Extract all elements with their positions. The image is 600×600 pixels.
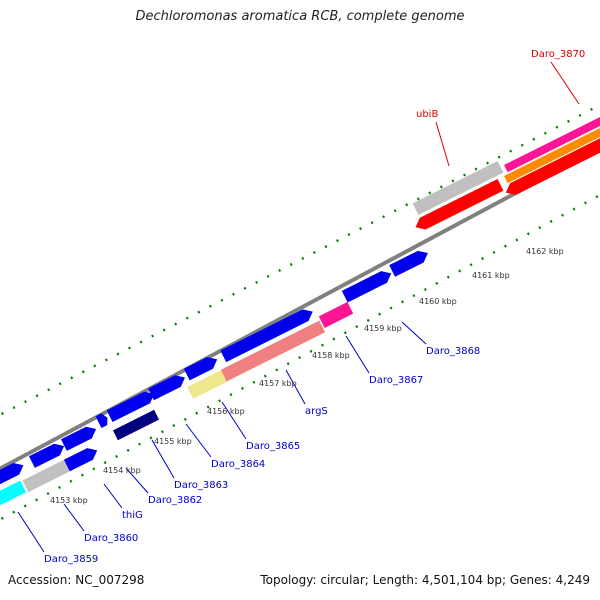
gene-label: Daro_3860 — [84, 533, 138, 544]
kbp-tick-label: 4161 kbp — [472, 271, 510, 280]
kbp-tick-label: 4159 kbp — [364, 324, 402, 333]
genome-backbone — [0, 146, 600, 471]
gene-label: ubiB — [416, 109, 438, 120]
gene-label: Daro_3865 — [246, 441, 300, 452]
accession-text: Accession: NC_007298 — [8, 573, 145, 587]
label-leader — [125, 467, 149, 494]
label-leader — [151, 439, 175, 479]
gene-label: thiG — [122, 510, 143, 521]
gene-features — [0, 117, 600, 506]
label-leader-lines — [17, 61, 580, 553]
kbp-tick-labels: 4153 kbp 4154 kbp 4155 kbp 4156 kbp 4157 kbp… — [50, 247, 564, 505]
gene-label: Daro_3862 — [148, 495, 202, 506]
gene-arrow-forward — [183, 357, 218, 381]
kbp-tick-label: 4157 kbp — [259, 379, 297, 388]
gene-arrow-reverse — [505, 138, 600, 195]
gene-label: Daro_3859 — [44, 554, 98, 565]
gene-orange — [504, 128, 600, 184]
gene-arrow-reverse — [415, 178, 504, 230]
gene-label: Daro_3868 — [426, 346, 480, 357]
gene-gray — [22, 459, 70, 493]
gene-arrow-forward — [220, 309, 313, 363]
kbp-tick-label: 4153 kbp — [50, 496, 88, 505]
gene-arrow-forward — [148, 375, 185, 401]
gene-arrow-forward — [95, 413, 108, 429]
label-leader — [435, 121, 450, 167]
label-leader — [17, 511, 45, 553]
gene-khaki — [187, 369, 229, 399]
label-leader — [103, 483, 123, 509]
gene-label: Daro_3870 — [531, 49, 585, 60]
kbp-tick-label: 4155 kbp — [154, 437, 192, 446]
gene-labels: Daro_3859 Daro_3860 thiG Daro_3862 Daro_3863… — [44, 49, 585, 565]
genome-summary-text: Topology: circular; Length: 4,501,104 bp… — [260, 573, 590, 587]
kbp-tick-label: 4162 kbp — [526, 247, 564, 256]
gene-navy — [112, 409, 160, 441]
label-leader — [550, 61, 580, 105]
gene-arrow-forward — [63, 448, 98, 472]
gene-arrow-forward — [60, 426, 97, 451]
gene-arrow-forward — [389, 250, 428, 277]
map-title: Dechloromonas aromatica RCB, complete ge… — [135, 9, 465, 24]
label-leader — [185, 423, 212, 458]
gene-label: Daro_3864 — [211, 459, 265, 470]
gene-gray — [412, 160, 504, 216]
dotted-guide-lines — [0, 103, 600, 521]
kbp-tick-label: 4158 kbp — [312, 351, 350, 360]
kbp-tick-label: 4160 kbp — [419, 297, 457, 306]
gene-arrow-forward — [0, 463, 24, 485]
outer-dotted-guide — [0, 103, 600, 417]
gene-salmon — [220, 320, 326, 382]
gene-magenta — [504, 117, 600, 173]
gene-arrow-forward — [28, 443, 65, 468]
gene-arrow-forward — [106, 391, 155, 422]
label-leader — [285, 369, 306, 405]
label-leader — [401, 321, 427, 345]
kbp-tick-label: 4154 kbp — [103, 466, 141, 475]
gene-label: argS — [305, 406, 328, 417]
label-leader — [63, 503, 85, 532]
gene-arrow-forward — [341, 271, 392, 303]
gene-label: Daro_3863 — [174, 480, 228, 491]
kbp-tick-label: 4156 kbp — [207, 407, 245, 416]
label-leader — [221, 401, 247, 440]
label-leader — [345, 335, 370, 374]
inner-dotted-guide — [0, 193, 600, 521]
gene-label: Daro_3867 — [369, 375, 423, 386]
gene-cyan — [0, 480, 27, 506]
backbone-line — [0, 146, 600, 471]
gene-pink — [318, 302, 354, 328]
